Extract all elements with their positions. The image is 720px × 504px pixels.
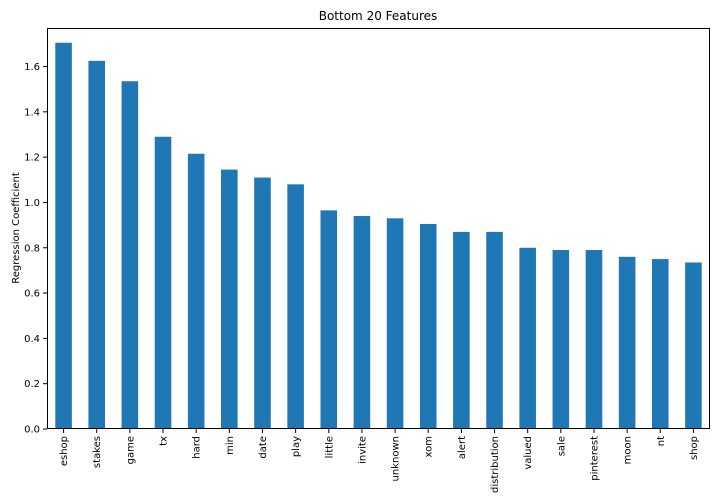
bar-play <box>287 184 304 429</box>
x-tick-label: pinterest <box>589 436 600 481</box>
bar-xom <box>419 223 437 429</box>
bar-sale <box>552 250 570 429</box>
y-tick-label: 0.8 <box>24 243 40 254</box>
x-tick-label: date <box>258 436 269 459</box>
x-tick-label: min <box>225 436 236 455</box>
chart-title: Bottom 20 Features <box>319 9 438 23</box>
x-tick-label: moon <box>623 436 634 464</box>
x-tick-label: distribution <box>490 436 501 493</box>
bar-hard <box>187 153 205 429</box>
bar-nt <box>651 259 669 429</box>
bar-invite <box>353 216 371 429</box>
bar-stakes <box>88 60 106 429</box>
bar-eshop <box>55 42 72 430</box>
x-tick-label: game <box>125 436 136 464</box>
bar-min <box>221 169 238 429</box>
x-tick-label: stakes <box>92 436 103 468</box>
y-tick-label: 0.6 <box>24 289 40 300</box>
bar-distribution <box>486 231 503 429</box>
plot-frame <box>47 28 710 429</box>
x-tick-label: eshop <box>59 436 70 466</box>
x-tick-label: hard <box>192 436 203 459</box>
y-tick-label: 1.0 <box>24 198 40 209</box>
x-tick-label: sale <box>556 436 567 456</box>
bar-date <box>254 177 271 429</box>
x-axis: eshop stakes game tx hard min date play little in… <box>59 429 700 493</box>
bar-pinterest <box>585 250 603 429</box>
bar-shop <box>685 262 702 429</box>
bar-unknown <box>386 218 404 429</box>
y-tick-label: 0.2 <box>24 379 40 390</box>
bar-little <box>320 210 338 429</box>
x-tick-label: play <box>291 436 302 457</box>
x-tick-label: invite <box>357 436 368 464</box>
x-tick-label: nt <box>656 436 667 446</box>
bar-valued <box>519 247 536 429</box>
x-tick-label: valued <box>523 436 534 470</box>
x-tick-label: unknown <box>391 436 402 481</box>
y-tick-label: 0.0 <box>24 425 40 436</box>
y-tick-label: 1.4 <box>24 107 40 118</box>
x-tick-label: alert <box>457 436 468 459</box>
x-tick-label: little <box>324 436 335 458</box>
bar-alert <box>453 231 470 429</box>
bars-group <box>55 42 702 430</box>
x-tick-label: xom <box>424 436 435 457</box>
y-axis: 0.0 0.2 0.4 0.6 0.8 1.0 1.2 1.4 1.6 <box>24 62 47 436</box>
bar-game <box>121 81 139 429</box>
y-axis-label: Regression Coefficient <box>11 172 22 284</box>
x-tick-label: tx <box>159 436 170 446</box>
bar-tx <box>154 136 172 429</box>
y-tick-label: 1.2 <box>24 153 40 164</box>
bar-moon <box>618 256 636 429</box>
y-tick-label: 0.4 <box>24 334 40 345</box>
y-tick-label: 1.6 <box>24 62 40 73</box>
x-tick-label: shop <box>689 436 700 460</box>
